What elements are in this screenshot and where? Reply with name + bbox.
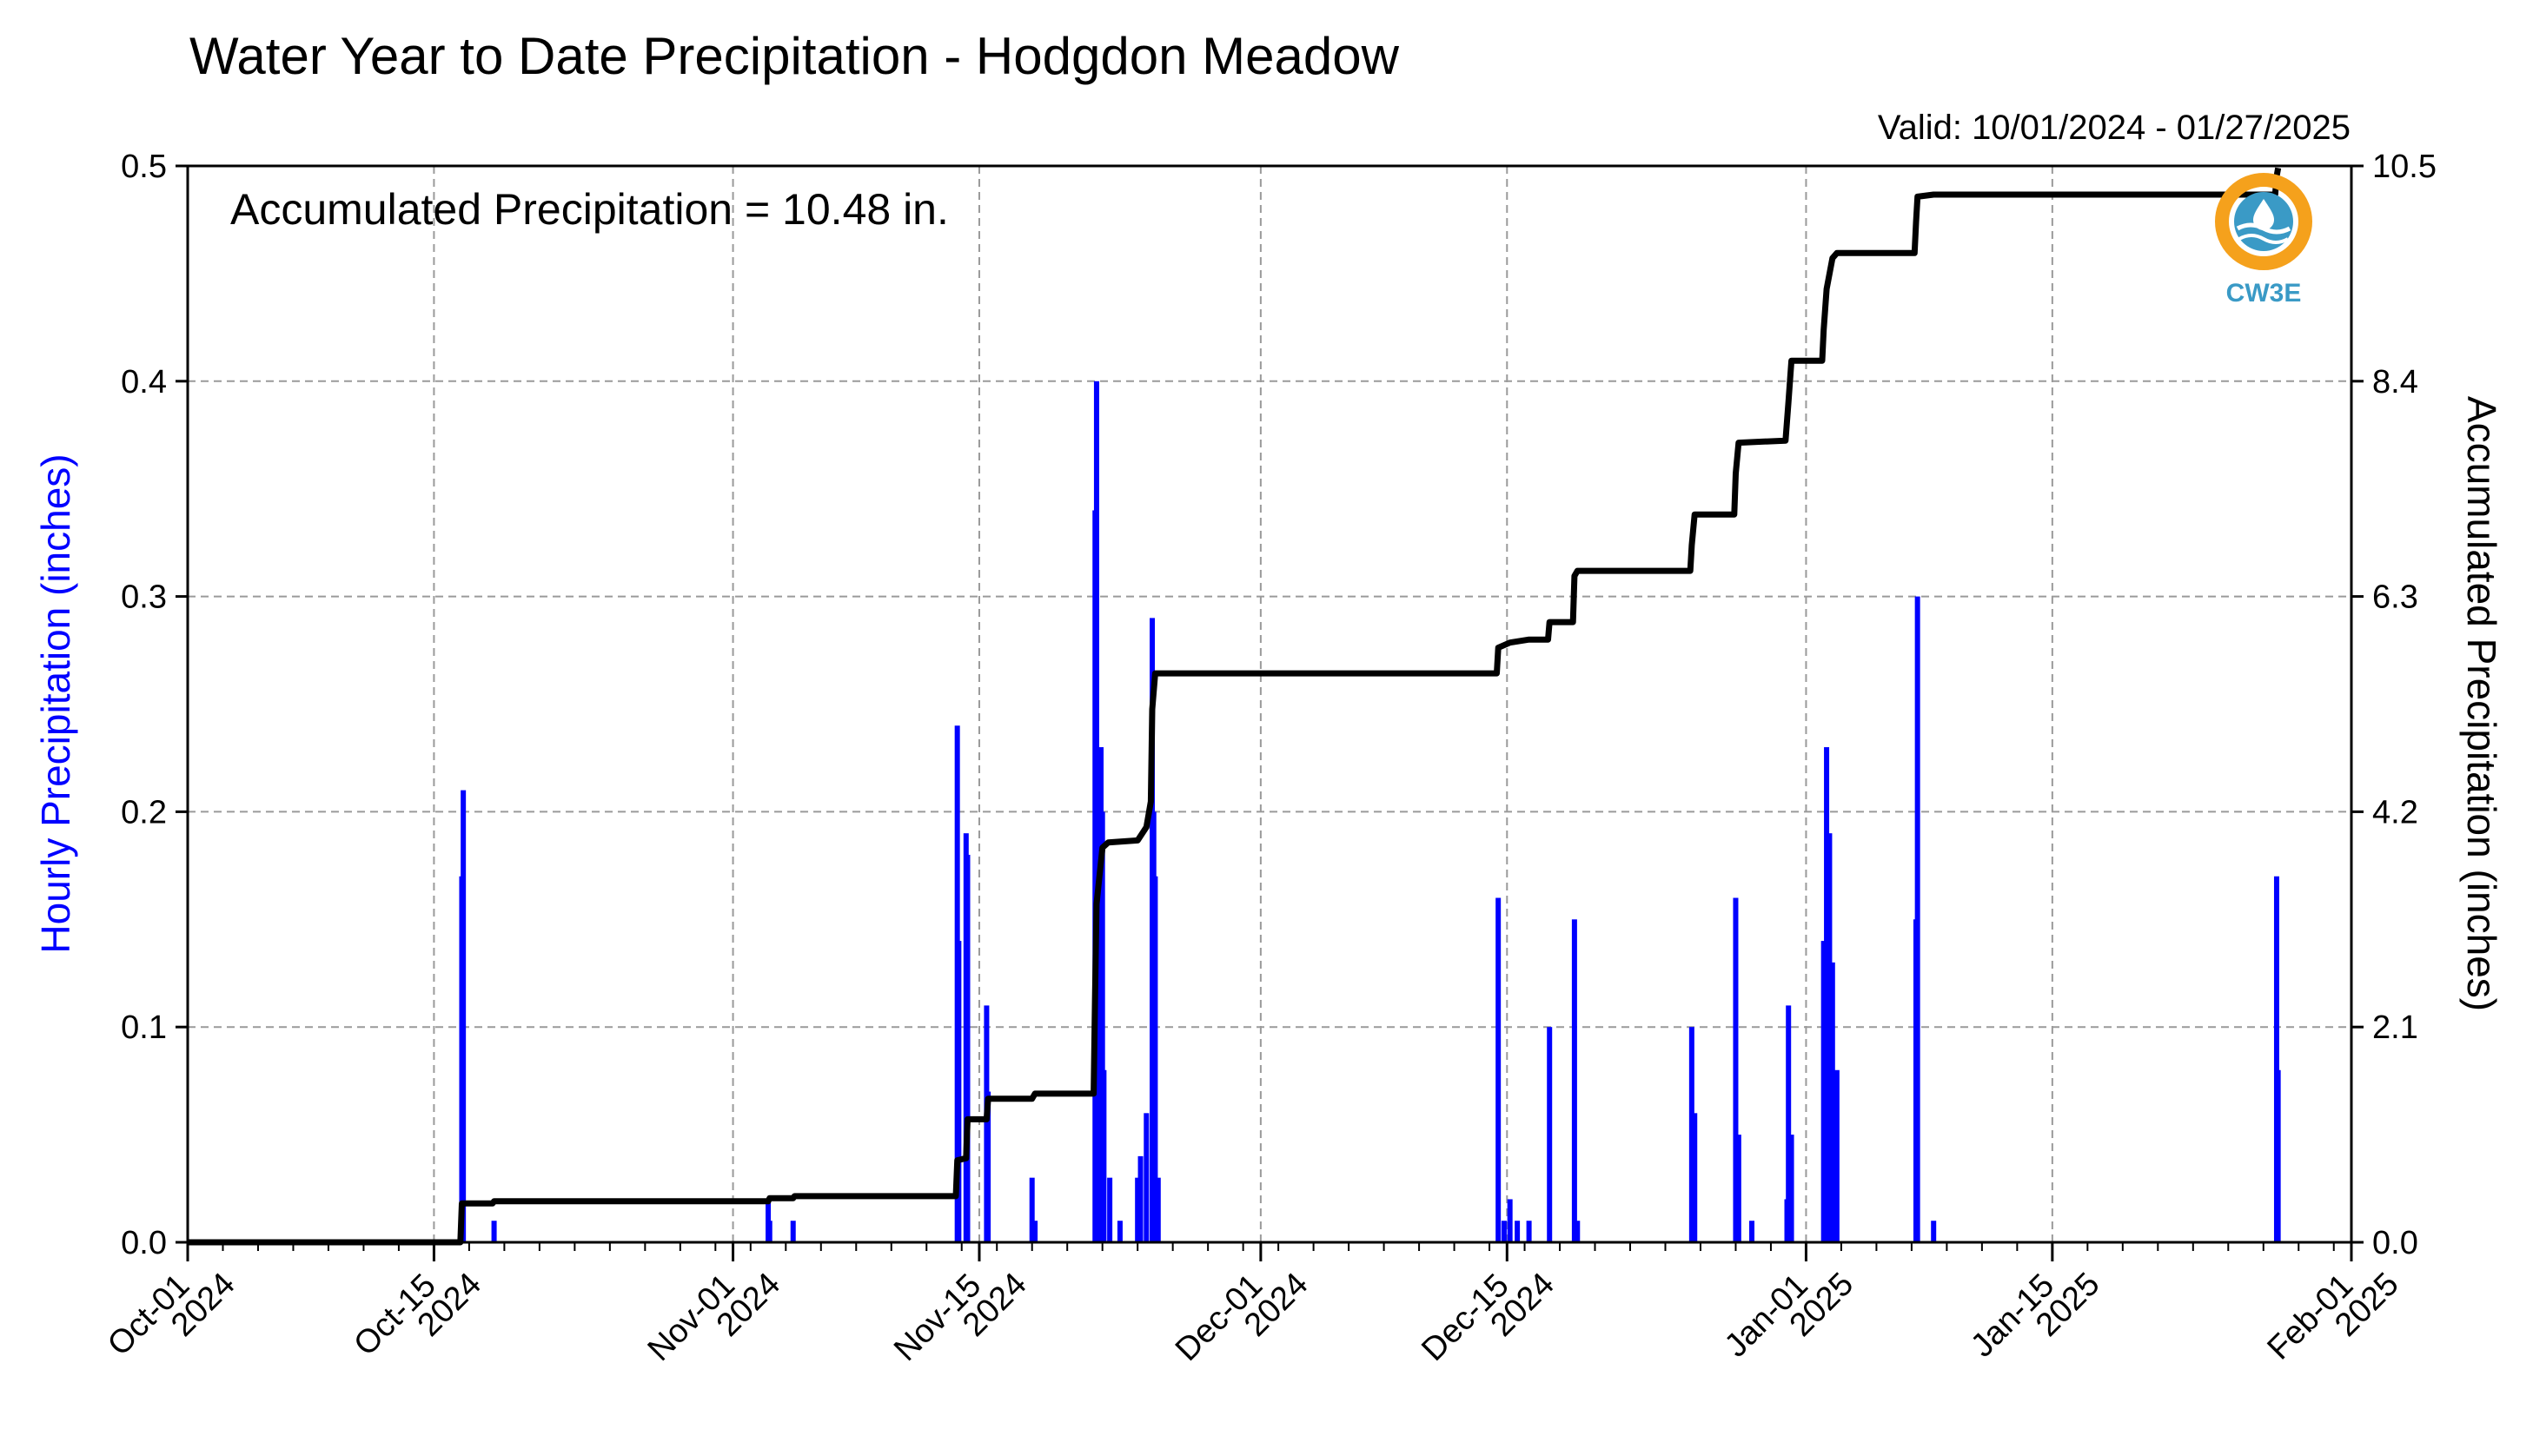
accumulated-line-layer bbox=[188, 167, 2282, 1246]
right-tick-label: 10.5 bbox=[2372, 149, 2437, 185]
logo-text: CW3E bbox=[2226, 279, 2302, 308]
y-axis-left-label: Hourly Precipitation (inches) bbox=[33, 453, 78, 953]
logo-ring-icon bbox=[2215, 173, 2312, 270]
hourly-bar bbox=[766, 1221, 772, 1242]
hourly-bar bbox=[1099, 811, 1105, 1242]
hourly-bar bbox=[1501, 1221, 1507, 1242]
right-tick-label: 4.2 bbox=[2372, 794, 2418, 831]
hourly-bar bbox=[1507, 1199, 1513, 1242]
hourly-bar bbox=[1495, 897, 1502, 1242]
y-axis-right-label: Accumulated Precipitation (inches) bbox=[2459, 396, 2504, 1011]
hourly-bar bbox=[1515, 1221, 1521, 1242]
right-tick-label: 6.3 bbox=[2372, 579, 2418, 616]
right-tick-label: 2.1 bbox=[2372, 1009, 2418, 1046]
hourly-bars bbox=[459, 381, 2281, 1242]
hourly-bar bbox=[965, 854, 971, 1242]
hourly-bar bbox=[1824, 747, 1830, 1242]
hourly-bar bbox=[1733, 897, 1739, 1242]
plot-frame bbox=[186, 164, 2353, 1244]
left-tick-label: 0.0 bbox=[121, 1225, 167, 1261]
hourly-bar bbox=[790, 1221, 796, 1242]
hourly-bar bbox=[1029, 1177, 1035, 1242]
hourly-bar bbox=[461, 790, 467, 1242]
left-tick-label: 0.5 bbox=[121, 149, 167, 185]
hourly-bar bbox=[1914, 596, 1920, 1242]
right-tick-label: 8.4 bbox=[2372, 364, 2418, 400]
cw3e-logo: CW3E bbox=[2215, 173, 2312, 308]
hourly-bar bbox=[1547, 1027, 1553, 1242]
hourly-bar bbox=[1135, 1177, 1141, 1242]
hourly-bar bbox=[1117, 1221, 1123, 1242]
hourly-bar bbox=[1152, 876, 1158, 1242]
hourly-bar bbox=[1032, 1221, 1038, 1242]
hourly-bar bbox=[1833, 1069, 1840, 1242]
accumulated-annotation: Accumulated Precipitation = 10.48 in. bbox=[230, 185, 949, 234]
hourly-bar bbox=[1786, 1005, 1792, 1242]
hourly-bar bbox=[1107, 1177, 1113, 1242]
hourly-bar bbox=[1571, 919, 1577, 1242]
left-tick-label: 0.2 bbox=[121, 794, 167, 831]
hourly-bar bbox=[985, 1091, 991, 1242]
left-tick-label: 0.3 bbox=[121, 579, 167, 616]
accumulated-line bbox=[188, 167, 2282, 1246]
right-tick-label: 0.0 bbox=[2372, 1225, 2418, 1261]
hourly-bar bbox=[1101, 1069, 1107, 1242]
hourly-bar bbox=[2273, 876, 2279, 1242]
hourly-bar bbox=[1093, 381, 1099, 1242]
left-tick-label: 0.4 bbox=[121, 364, 167, 400]
hourly-bar bbox=[1788, 1135, 1794, 1242]
hourly-bar bbox=[1749, 1221, 1755, 1242]
hourly-bar bbox=[1526, 1221, 1532, 1242]
logo-wave2-icon bbox=[2238, 234, 2289, 244]
hourly-bar bbox=[1827, 833, 1833, 1242]
chart-title: Water Year to Date Precipitation - Hodgd… bbox=[189, 27, 1400, 85]
hourly-bar bbox=[1144, 1113, 1150, 1242]
right-axis-ticks: 0.0 2.1 4.2 6.3 8.4 10.5 bbox=[2351, 149, 2437, 1261]
hourly-bar bbox=[956, 941, 962, 1242]
left-tick-label: 0.1 bbox=[121, 1009, 167, 1046]
hourly-bar bbox=[1735, 1135, 1741, 1242]
hourly-bar bbox=[1784, 1199, 1790, 1242]
left-axis-ticks: 0.0 0.1 0.2 0.3 0.4 0.5 bbox=[121, 149, 188, 1261]
hourly-bar bbox=[1692, 1113, 1698, 1242]
hourly-bar bbox=[1931, 1221, 1937, 1242]
grid-layer bbox=[188, 166, 2351, 1242]
hourly-bar bbox=[491, 1221, 497, 1242]
hourly-bar bbox=[1829, 962, 1835, 1242]
hourly-bar bbox=[2275, 1069, 2281, 1242]
hourly-bar bbox=[1820, 941, 1827, 1242]
hourly-bar bbox=[1155, 1177, 1161, 1242]
hourly-bar bbox=[1688, 1027, 1694, 1242]
hourly-bar bbox=[1575, 1221, 1581, 1242]
hourly-bar bbox=[1137, 1155, 1144, 1242]
logo-drop-icon bbox=[2253, 199, 2274, 230]
valid-range-label: Valid: 10/01/2024 - 01/27/2025 bbox=[1878, 109, 2351, 147]
